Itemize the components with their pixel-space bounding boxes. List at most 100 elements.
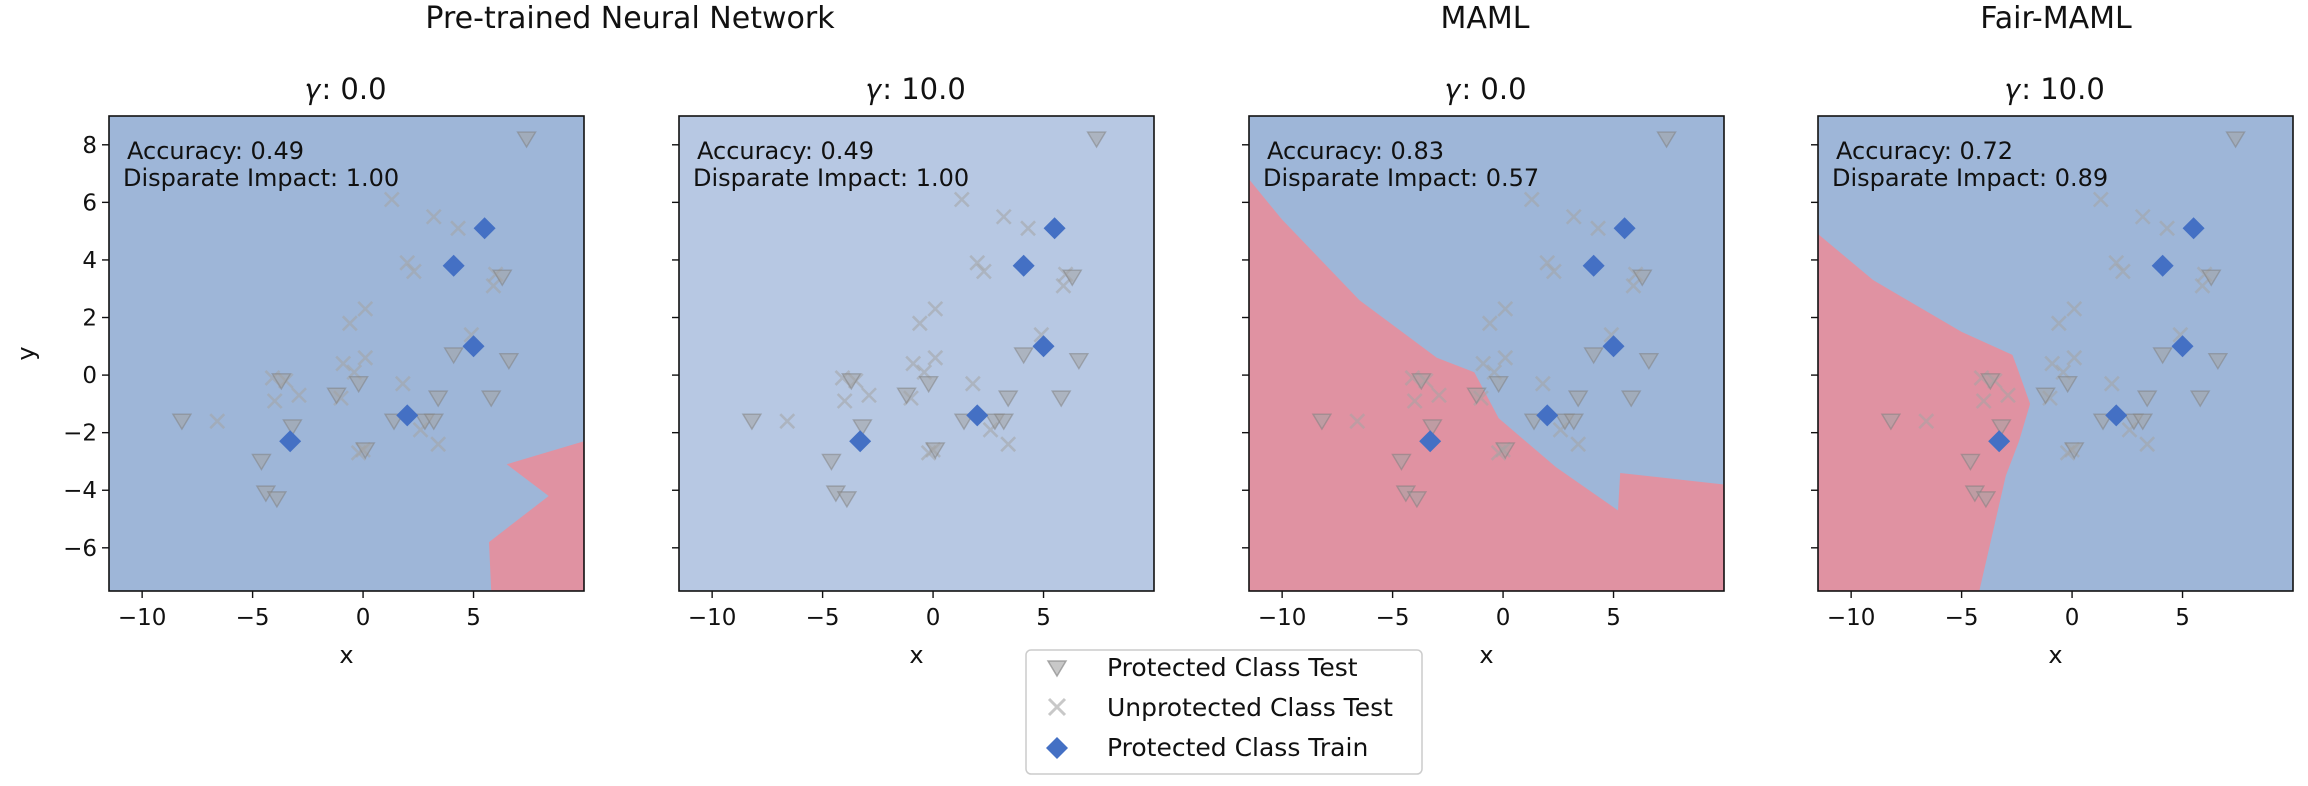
protected-test-point [741,413,763,431]
unprotected-test-point [209,413,226,430]
protected-test-point [896,387,917,405]
triangle-down-icon [1046,660,1068,678]
protected-test-point [1638,352,1660,371]
protected-test-point [1583,347,1604,365]
unprotected-test-point [2044,355,2061,372]
x-tick-label: −10 [1827,605,1876,631]
axes-frame [108,115,585,592]
x-tick-label: 5 [2175,605,2190,631]
unprotected-test-point [1918,413,1935,430]
protected-train-point [1012,254,1035,277]
unprotected-test-point [341,315,358,332]
y-tick-label: 2 [82,306,97,332]
unprotected-test-point [394,375,411,392]
x-tick-label: −10 [1258,605,1307,631]
unprotected-test-point [2134,208,2151,225]
x-tick-label: −10 [688,605,737,631]
unprotected-test-point [927,349,944,366]
legend-frame [1025,649,1423,775]
protected-test-point [423,413,445,431]
protected-train-point [473,217,496,240]
protected-test-point [1960,453,1981,471]
protected-test-point [2225,131,2246,149]
protected-test-point [1411,373,1432,391]
decision-region-unprotected [1818,234,2031,591]
legend-label-protected-train: Protected Class Train [1107,733,1368,762]
unprotected-test-point [450,220,466,237]
unprotected-test-point [2000,387,2016,404]
protected-train-point [1043,217,1066,240]
axes-frame [1817,115,2294,592]
unprotected-test-point [1497,300,1514,317]
protected-test-point [2057,376,2078,394]
x-tick-label: −5 [806,605,840,631]
unprotected-test-point [1570,436,1587,453]
y-tick-label: 6 [82,190,97,216]
unprotected-test-point [2159,220,2175,237]
protected-test-point [355,442,376,460]
protected-train-point [1988,430,2011,453]
y-tick-label: −4 [63,478,97,504]
x-tick-label: 0 [1496,605,1511,631]
unprotected-test-point [425,208,442,225]
protected-train-point [2151,254,2174,277]
protected-test-point [1975,491,1997,509]
accuracy-annotation: Accuracy: 0.49 [697,137,874,165]
protected-test-point [2132,413,2154,431]
protected-test-point [993,413,1015,431]
unprotected-test-point [2092,191,2109,208]
accuracy-annotation: Accuracy: 0.49 [127,137,304,165]
unprotected-test-point [430,436,447,453]
x-axis-label: x [1479,641,1493,669]
y-tick-label: 4 [82,248,97,274]
scatter-points [741,131,1107,509]
protected-train-point [1032,335,1055,358]
protected-test-point [852,419,873,437]
unprotected-test-point [357,300,374,317]
unprotected-test-point [405,263,422,280]
protected-test-point [2092,413,2114,431]
y-tick-label: 0 [82,363,97,389]
unprotected-test-point [2066,300,2083,317]
unprotected-test-point [399,254,416,271]
unprotected-test-point [1565,208,1582,225]
unprotected-test-point [1523,191,1540,208]
protected-test-point [1632,269,1653,287]
protected-test-point [2152,347,2173,365]
unprotected-test-point [2103,375,2120,392]
protected-test-point [1466,387,1487,405]
x-tick-label: −5 [1376,605,1410,631]
protected-test-point [427,390,449,408]
protected-train-point [442,254,465,277]
protected-test-point [271,373,292,391]
protected-test-point [997,390,1019,408]
protected-test-point [2207,352,2229,371]
protected-test-point [1563,413,1585,431]
axes-frame [1248,115,1725,592]
unprotected-test-point [1481,315,1498,332]
unprotected-test-point [861,387,877,404]
protected-train-point [1582,254,1605,277]
protected-train-point [2171,335,2194,358]
unprotected-test-point [1020,220,1036,237]
unprotected-test-point [1497,349,1514,366]
protected-test-point [1880,413,1902,431]
unprotected-test-point [2108,254,2125,271]
protected-train-point [1613,217,1636,240]
protected-test-point [498,352,520,371]
unprotected-test-point [2050,315,2067,332]
unprotected-test-point [335,355,352,372]
x-tick-label: 0 [356,605,371,631]
panel-pretrained-gamma-0: −10 −5 0 5 8 6 4 2 0 −2 −4 −6 𝛾: 0.0 Accuracy: 0.49Di… [12,72,585,669]
y-axis-label: y [12,346,40,360]
unprotected-test-point [266,393,283,409]
protected-test-point [925,442,946,460]
scatter-points [1311,131,1677,509]
unprotected-test-point [1475,355,1492,372]
protected-test-point [841,373,862,391]
protected-test-point [1068,352,1090,371]
unprotected-test-point [995,208,1012,225]
protected-test-point [282,419,303,437]
